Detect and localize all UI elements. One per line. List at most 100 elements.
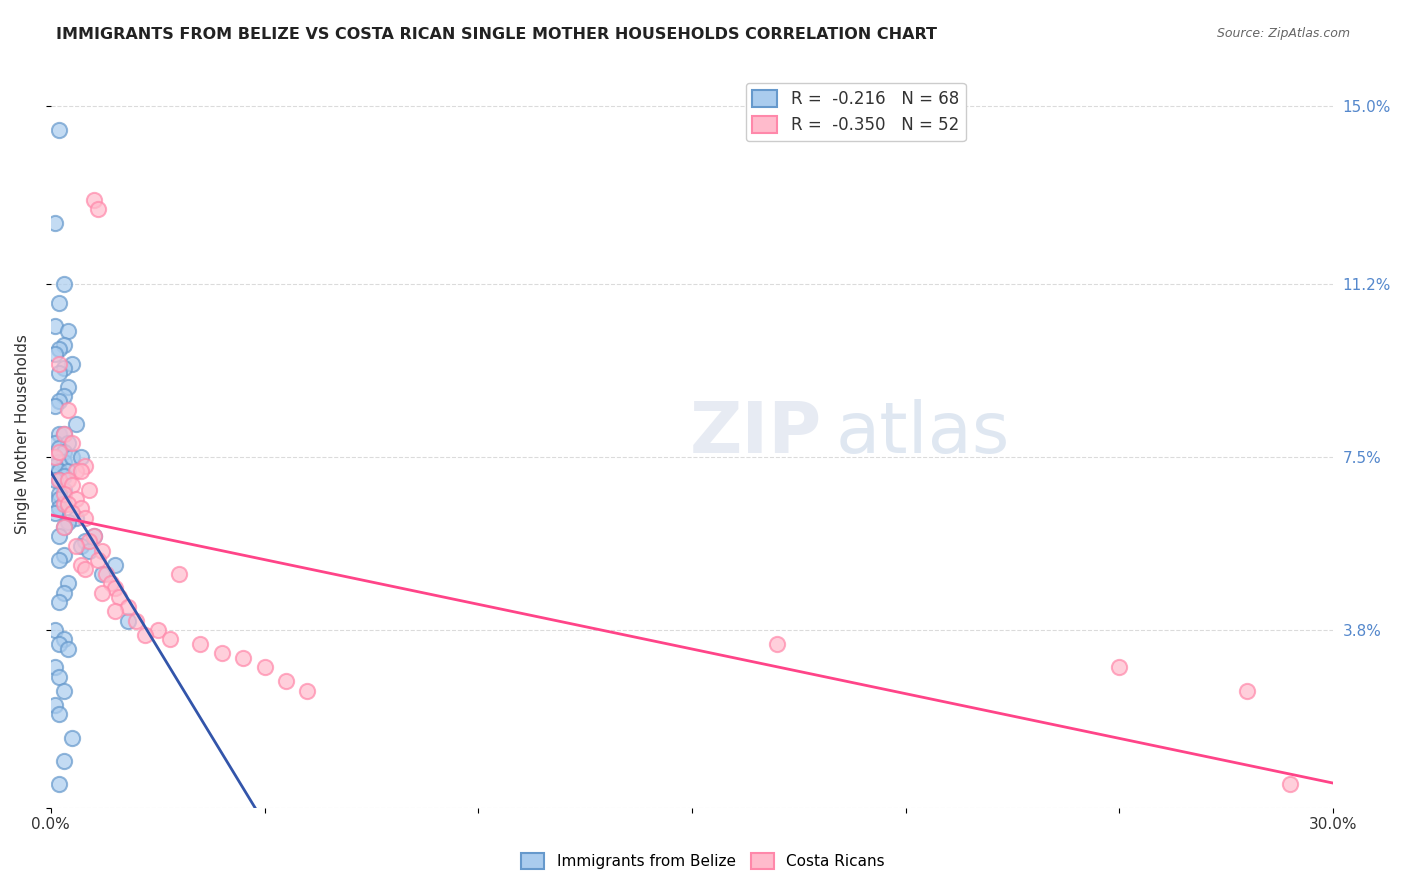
Point bbox=[96, 566, 118, 581]
Text: ZIP: ZIP bbox=[690, 399, 823, 468]
Point bbox=[108, 591, 131, 605]
Point bbox=[48, 464, 70, 478]
Point bbox=[48, 670, 70, 684]
Point bbox=[65, 510, 87, 524]
Point bbox=[134, 628, 156, 642]
Point bbox=[48, 637, 70, 651]
Point bbox=[48, 553, 70, 567]
Point bbox=[44, 506, 66, 520]
Point bbox=[44, 698, 66, 712]
Point bbox=[48, 474, 70, 488]
Point bbox=[56, 380, 79, 394]
Point bbox=[73, 562, 96, 576]
Point bbox=[65, 464, 87, 478]
Point bbox=[52, 632, 75, 647]
Point bbox=[159, 632, 181, 647]
Point bbox=[65, 417, 87, 432]
Point bbox=[125, 614, 148, 628]
Point bbox=[211, 646, 233, 660]
Point bbox=[44, 216, 66, 230]
Point bbox=[91, 585, 114, 599]
Point bbox=[44, 399, 66, 413]
Point bbox=[52, 754, 75, 768]
Point bbox=[83, 193, 105, 207]
Point bbox=[100, 576, 122, 591]
Point bbox=[52, 277, 75, 291]
Point bbox=[44, 436, 66, 450]
Point bbox=[48, 122, 70, 136]
Point bbox=[44, 450, 66, 464]
Point bbox=[73, 534, 96, 549]
Point bbox=[83, 529, 105, 543]
Point bbox=[91, 543, 114, 558]
Point bbox=[48, 441, 70, 455]
Point bbox=[60, 506, 83, 520]
Point bbox=[69, 501, 91, 516]
Text: Source: ZipAtlas.com: Source: ZipAtlas.com bbox=[1216, 27, 1350, 40]
Point bbox=[52, 683, 75, 698]
Point bbox=[190, 637, 212, 651]
Point bbox=[79, 483, 101, 497]
Point bbox=[52, 487, 75, 501]
Y-axis label: Single Mother Households: Single Mother Households bbox=[15, 334, 30, 533]
Point bbox=[48, 595, 70, 609]
Point bbox=[73, 510, 96, 524]
Point bbox=[48, 487, 70, 501]
Point bbox=[297, 683, 319, 698]
Point bbox=[52, 520, 75, 534]
Point bbox=[56, 324, 79, 338]
Point bbox=[146, 623, 169, 637]
Point bbox=[117, 599, 139, 614]
Point bbox=[56, 464, 79, 478]
Point bbox=[52, 520, 75, 534]
Point bbox=[60, 478, 83, 492]
Point bbox=[44, 459, 66, 474]
Point bbox=[83, 529, 105, 543]
Legend: R =  -0.216   N = 68, R =  -0.350   N = 52: R = -0.216 N = 68, R = -0.350 N = 52 bbox=[745, 83, 966, 141]
Point bbox=[56, 576, 79, 591]
Point bbox=[69, 558, 91, 572]
Point bbox=[48, 357, 70, 371]
Point bbox=[232, 651, 254, 665]
Point bbox=[48, 295, 70, 310]
Point bbox=[60, 357, 83, 371]
Point bbox=[274, 674, 297, 689]
Point bbox=[44, 474, 66, 488]
Point bbox=[48, 474, 70, 488]
Point bbox=[766, 637, 789, 651]
Point bbox=[52, 389, 75, 403]
Point bbox=[48, 343, 70, 357]
Text: atlas: atlas bbox=[835, 399, 1010, 468]
Point bbox=[60, 731, 83, 745]
Point bbox=[48, 366, 70, 380]
Point bbox=[167, 566, 190, 581]
Point bbox=[48, 492, 70, 507]
Point bbox=[69, 464, 91, 478]
Point bbox=[48, 445, 70, 459]
Point bbox=[253, 660, 276, 674]
Point bbox=[48, 501, 70, 516]
Point bbox=[52, 455, 75, 469]
Point bbox=[104, 604, 127, 618]
Point bbox=[52, 361, 75, 376]
Point bbox=[48, 707, 70, 722]
Point bbox=[52, 426, 75, 441]
Point bbox=[65, 492, 87, 507]
Point bbox=[52, 497, 75, 511]
Point bbox=[52, 483, 75, 497]
Point bbox=[44, 623, 66, 637]
Point bbox=[56, 436, 79, 450]
Point bbox=[52, 426, 75, 441]
Point bbox=[104, 581, 127, 595]
Point bbox=[56, 474, 79, 488]
Point bbox=[48, 393, 70, 408]
Point bbox=[48, 426, 70, 441]
Point bbox=[52, 548, 75, 562]
Point bbox=[87, 202, 110, 217]
Point bbox=[69, 450, 91, 464]
Point bbox=[117, 614, 139, 628]
Point bbox=[79, 543, 101, 558]
Point bbox=[73, 459, 96, 474]
Point bbox=[44, 347, 66, 361]
Point bbox=[56, 516, 79, 530]
